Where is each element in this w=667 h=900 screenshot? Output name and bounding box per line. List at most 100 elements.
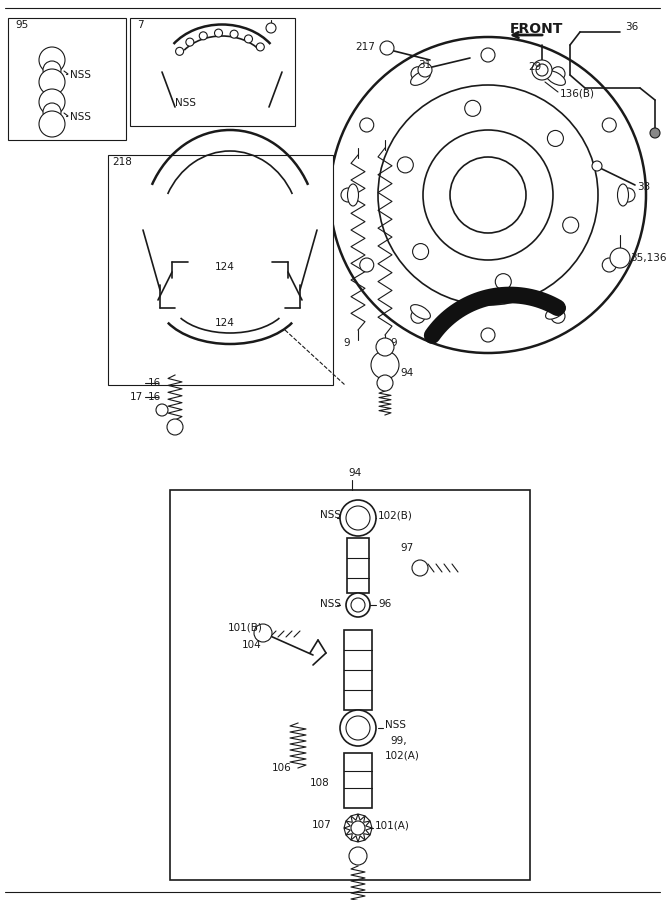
Text: 104: 104 bbox=[242, 640, 261, 650]
Text: 9: 9 bbox=[343, 338, 350, 348]
Text: 35,136(A): 35,136(A) bbox=[630, 252, 667, 262]
Circle shape bbox=[340, 500, 376, 536]
Text: 16: 16 bbox=[148, 392, 161, 402]
Circle shape bbox=[256, 43, 264, 51]
Ellipse shape bbox=[546, 71, 566, 86]
Text: 31: 31 bbox=[418, 60, 432, 70]
Circle shape bbox=[650, 128, 660, 138]
Circle shape bbox=[411, 310, 425, 323]
Text: 9: 9 bbox=[390, 338, 397, 348]
Circle shape bbox=[351, 821, 365, 835]
Circle shape bbox=[39, 69, 65, 95]
Circle shape bbox=[349, 847, 367, 865]
Circle shape bbox=[380, 41, 394, 55]
Text: 96: 96 bbox=[378, 599, 392, 609]
Text: 97: 97 bbox=[400, 543, 414, 553]
Text: 94: 94 bbox=[348, 468, 362, 478]
Circle shape bbox=[481, 48, 495, 62]
Text: 101(B): 101(B) bbox=[228, 623, 263, 633]
Circle shape bbox=[481, 328, 495, 342]
Text: NSS: NSS bbox=[70, 112, 91, 122]
Polygon shape bbox=[344, 821, 350, 828]
Circle shape bbox=[254, 624, 272, 642]
Text: NSS: NSS bbox=[175, 98, 196, 108]
Circle shape bbox=[341, 188, 355, 202]
Circle shape bbox=[266, 23, 276, 33]
Circle shape bbox=[536, 64, 548, 76]
Circle shape bbox=[412, 560, 428, 576]
Ellipse shape bbox=[411, 304, 430, 320]
Bar bbox=[170, 490, 530, 880]
Circle shape bbox=[39, 89, 65, 115]
Polygon shape bbox=[364, 833, 370, 840]
Circle shape bbox=[43, 103, 61, 121]
Bar bbox=[108, 155, 333, 385]
Circle shape bbox=[377, 375, 393, 391]
Text: 124: 124 bbox=[215, 262, 235, 272]
Text: 218: 218 bbox=[112, 157, 132, 167]
Circle shape bbox=[378, 85, 598, 305]
Circle shape bbox=[602, 258, 616, 272]
Text: 16: 16 bbox=[148, 378, 161, 388]
Circle shape bbox=[371, 351, 399, 379]
Polygon shape bbox=[346, 816, 352, 823]
Ellipse shape bbox=[348, 184, 358, 206]
Circle shape bbox=[346, 506, 370, 530]
Bar bbox=[130, 18, 295, 126]
Circle shape bbox=[548, 130, 564, 147]
Bar bbox=[344, 753, 372, 808]
Circle shape bbox=[450, 157, 526, 233]
Circle shape bbox=[602, 118, 616, 132]
Circle shape bbox=[230, 31, 238, 38]
Text: 101(A): 101(A) bbox=[375, 820, 410, 830]
Circle shape bbox=[496, 274, 512, 290]
Circle shape bbox=[346, 593, 370, 617]
Bar bbox=[8, 18, 126, 140]
Text: 217: 217 bbox=[355, 42, 375, 52]
Circle shape bbox=[465, 100, 481, 116]
Circle shape bbox=[418, 63, 432, 77]
Circle shape bbox=[39, 111, 65, 137]
Text: 36: 36 bbox=[625, 22, 638, 32]
Ellipse shape bbox=[411, 71, 430, 86]
Bar bbox=[347, 538, 369, 593]
Text: 29: 29 bbox=[528, 62, 541, 72]
Text: 7: 7 bbox=[137, 20, 143, 30]
Text: 102(A): 102(A) bbox=[385, 750, 420, 760]
Polygon shape bbox=[351, 836, 358, 842]
Circle shape bbox=[186, 38, 194, 46]
Ellipse shape bbox=[618, 184, 628, 206]
Text: 124: 124 bbox=[215, 318, 235, 328]
Circle shape bbox=[551, 67, 565, 81]
Text: 136(B): 136(B) bbox=[560, 88, 595, 98]
Circle shape bbox=[398, 157, 414, 173]
Text: 107: 107 bbox=[312, 820, 331, 830]
Circle shape bbox=[360, 258, 374, 272]
Circle shape bbox=[215, 29, 223, 37]
Circle shape bbox=[423, 130, 553, 260]
Text: 108: 108 bbox=[310, 778, 329, 788]
Text: 99,: 99, bbox=[390, 736, 407, 746]
Circle shape bbox=[245, 35, 253, 43]
Circle shape bbox=[610, 248, 630, 268]
Circle shape bbox=[167, 419, 183, 435]
Circle shape bbox=[156, 404, 168, 416]
Circle shape bbox=[621, 188, 635, 202]
Circle shape bbox=[330, 37, 646, 353]
Text: 17: 17 bbox=[130, 392, 143, 402]
Polygon shape bbox=[358, 814, 365, 820]
Polygon shape bbox=[351, 814, 358, 820]
Polygon shape bbox=[364, 816, 370, 823]
Polygon shape bbox=[344, 828, 350, 835]
Text: 26: 26 bbox=[540, 298, 553, 308]
Circle shape bbox=[340, 710, 376, 746]
Circle shape bbox=[532, 60, 552, 80]
Circle shape bbox=[592, 161, 602, 171]
Circle shape bbox=[551, 310, 565, 323]
Text: FRONT: FRONT bbox=[510, 22, 564, 36]
Text: NSS: NSS bbox=[320, 599, 341, 609]
Circle shape bbox=[43, 61, 61, 79]
Polygon shape bbox=[346, 833, 352, 840]
Polygon shape bbox=[366, 828, 372, 835]
Circle shape bbox=[376, 338, 394, 356]
